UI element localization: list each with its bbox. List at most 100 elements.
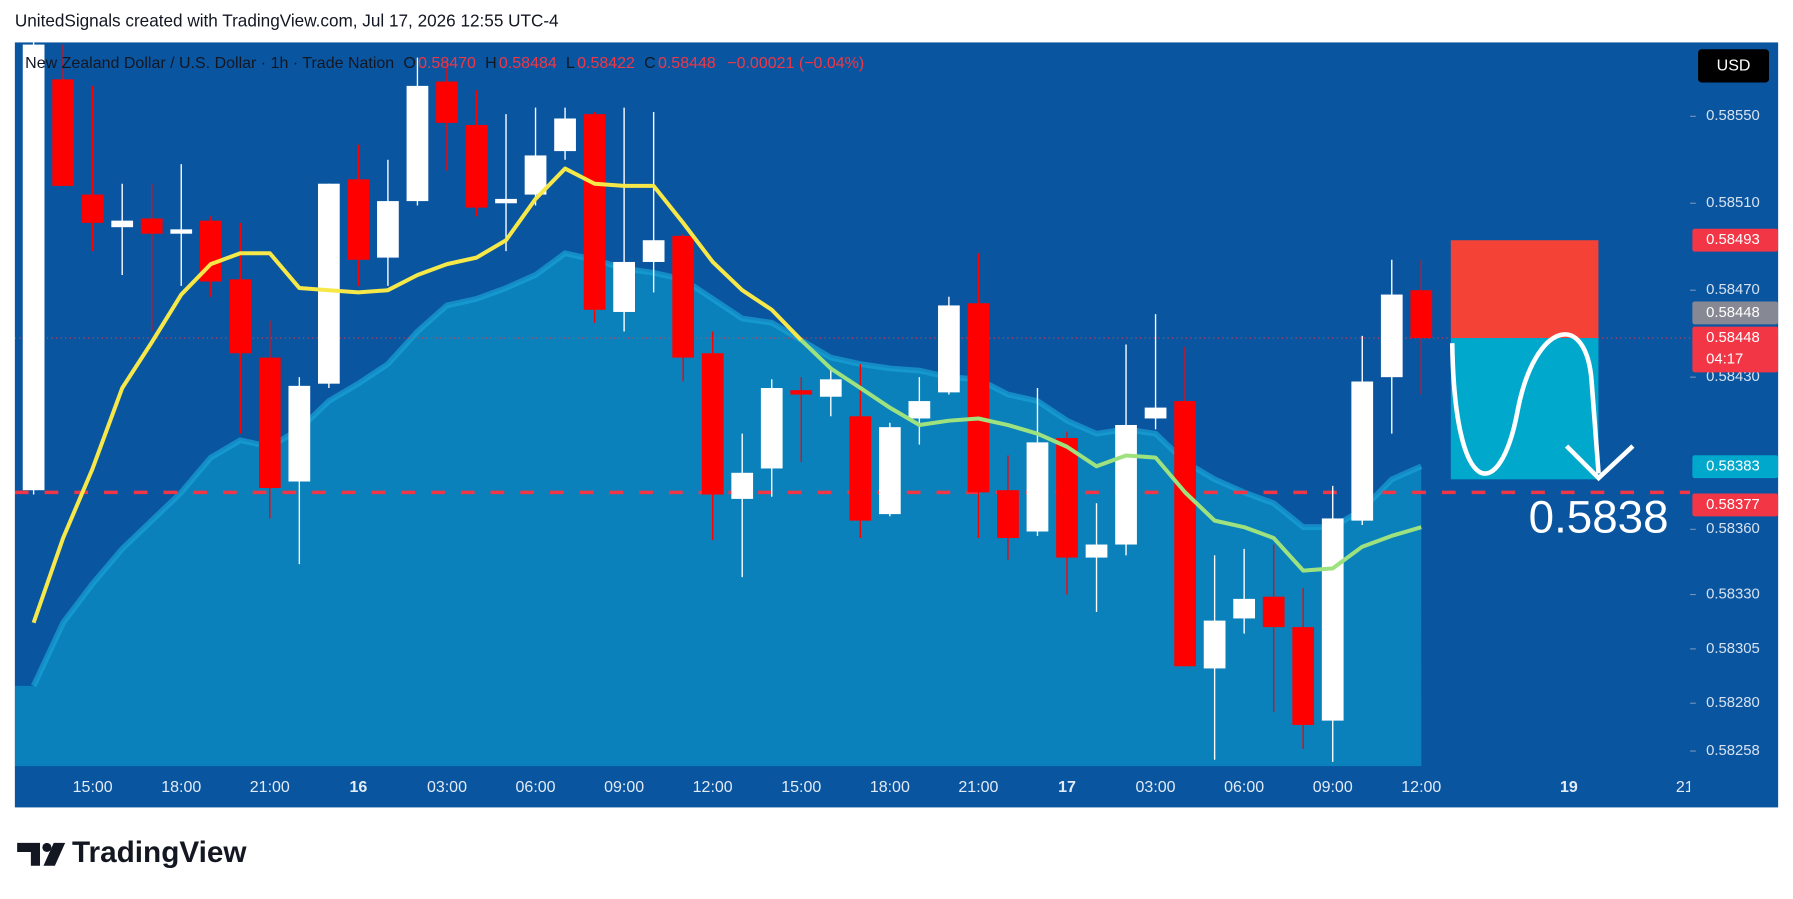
candle-body	[52, 79, 75, 186]
logo-dot	[42, 842, 52, 853]
x-tick-label: 12:00	[1401, 779, 1441, 796]
forecast-arrow	[1449, 332, 1601, 476]
candle-body	[229, 279, 252, 354]
candle-body	[524, 155, 547, 195]
price-label: 0.58377	[1706, 497, 1760, 513]
candle-body	[436, 81, 458, 123]
candle-body	[583, 114, 606, 310]
x-tick-label: 18:00	[161, 779, 201, 796]
price-label-box	[1692, 228, 1779, 252]
x-tick-label: 18:00	[870, 779, 910, 796]
price-label-box	[1692, 301, 1779, 325]
y-tick-label: 0.58550	[1706, 108, 1760, 124]
y-tick-label: 0.58330	[1706, 586, 1760, 602]
candle-body	[938, 305, 960, 393]
x-tick-label: 21:00	[250, 779, 290, 796]
candle-body	[1203, 620, 1226, 669]
ohlc-key: L	[566, 55, 575, 72]
candle-body	[318, 183, 340, 384]
price-label-box	[1692, 455, 1779, 479]
ohlc-key: C	[644, 55, 656, 72]
countdown: 04:17	[1706, 352, 1743, 368]
candle-body	[258, 357, 281, 489]
candle-body	[554, 118, 576, 152]
change-value: −0.00021 (−0.04%)	[727, 55, 864, 72]
candle-body	[347, 179, 370, 260]
price-label: 0.58383	[1706, 459, 1760, 475]
candle-body	[613, 261, 635, 312]
candle-body	[1321, 518, 1344, 721]
currency-label[interactable]: USD	[1717, 58, 1751, 75]
price-axis: 0.58550 0.58510 0.58470 0.58430 0.58360 0.583…	[1690, 108, 1779, 759]
x-tick-label: 06:00	[516, 779, 556, 796]
price-label-box	[1692, 326, 1779, 373]
x-tick-label: 21:00	[958, 779, 998, 796]
price-label-box	[1692, 493, 1779, 517]
candle-body	[819, 379, 842, 397]
candle-body	[790, 390, 813, 395]
brand-logo	[17, 842, 66, 866]
candle-body	[111, 220, 134, 228]
currency-button[interactable]	[1698, 49, 1769, 83]
ohlc-key: O	[403, 55, 415, 72]
logo-mark	[17, 842, 41, 866]
moving-average	[31, 166, 803, 624]
x-tick-label: 16	[349, 779, 367, 796]
candle-body	[1262, 596, 1285, 628]
ohlc-value: 0.58448	[658, 55, 716, 72]
candle-body	[22, 44, 45, 491]
candle-body	[1351, 381, 1374, 521]
y-tick-label: 0.58360	[1706, 521, 1760, 537]
symbol-header: New Zealand Dollar / U.S. Dollar · 1h · …	[25, 55, 864, 72]
candle-body	[731, 472, 754, 499]
y-tick-label: 0.58258	[1706, 743, 1760, 759]
candle-body	[81, 194, 104, 223]
annotation: 0.5838	[1529, 491, 1669, 542]
stop-zone	[1450, 240, 1599, 339]
y-tick-label: 0.58510	[1706, 195, 1760, 211]
price-label: 0.58448	[1706, 330, 1760, 346]
candle-body	[1410, 290, 1433, 339]
x-tick-label: 12:00	[693, 779, 733, 796]
candle-body	[908, 401, 931, 419]
candle-body	[377, 201, 399, 258]
candle-body	[170, 229, 193, 234]
x-tick-label: 09:00	[1313, 779, 1353, 796]
x-tick-label: 15:00	[781, 779, 821, 796]
symbol-name: New Zealand Dollar / U.S. Dollar · 1h · …	[25, 55, 394, 72]
candle-body	[1144, 407, 1167, 419]
x-tick-label: 15:00	[73, 779, 113, 796]
candle-body	[997, 490, 1019, 539]
logo-slash	[43, 842, 66, 866]
plot-area	[14, 42, 1691, 767]
x-tick-label: 03:00	[1136, 779, 1176, 796]
candle-body	[465, 125, 488, 208]
candle-body	[760, 388, 783, 469]
y-tick-label: 0.58280	[1706, 695, 1760, 711]
candle-body	[967, 303, 990, 493]
x-tick-label: 21:	[1676, 779, 1698, 796]
candle-body	[495, 198, 517, 204]
candle-body	[1380, 294, 1403, 378]
candle-body	[849, 416, 872, 521]
x-tick-label: 03:00	[427, 779, 467, 796]
forecast-arrowhead	[1564, 444, 1635, 482]
ohlc-key: H	[485, 55, 497, 72]
attribution: UnitedSignals created with TradingView.c…	[15, 10, 559, 30]
time-axis: 15:00 18:00 21:00 16 03:00 06:00 09:00 12:00 15:…	[73, 779, 1698, 796]
candle-body	[1233, 598, 1256, 619]
candle-body	[1174, 401, 1196, 667]
candle-body	[642, 240, 665, 262]
x-tick-label: 19	[1560, 779, 1578, 796]
moving-average	[799, 338, 1422, 573]
x-tick-label: 17	[1058, 779, 1076, 796]
ohlc-value: 0.58422	[577, 55, 635, 72]
y-tick-label: 0.58430	[1706, 369, 1760, 385]
candle-body	[140, 218, 163, 234]
x-tick-label: 09:00	[604, 779, 644, 796]
brand: TradingView	[72, 836, 247, 869]
candle-body	[878, 427, 901, 515]
price-label: 0.58448	[1706, 305, 1760, 321]
candle-body	[406, 85, 429, 202]
